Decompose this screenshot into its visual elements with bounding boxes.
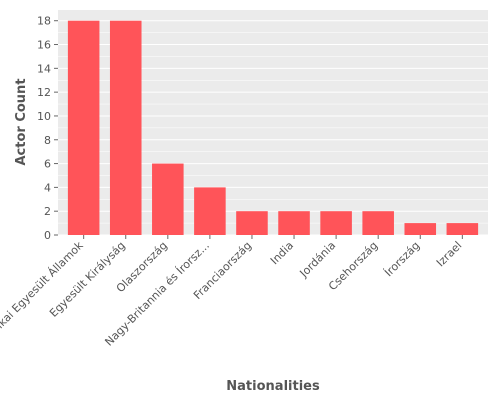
x-tick-label: Jordánia: [297, 239, 339, 281]
x-tick-label: Izrael: [434, 239, 464, 269]
y-tick-label: 12: [37, 86, 51, 99]
y-tick-label: 16: [37, 39, 51, 52]
bar: [362, 211, 394, 235]
bar: [278, 211, 310, 235]
x-tick-label: India: [268, 239, 296, 267]
y-tick-label: 6: [44, 158, 51, 171]
y-tick-label: 2: [44, 205, 51, 218]
bar: [67, 20, 100, 236]
x-tick-label: Írország: [382, 239, 422, 279]
y-axis-ticks: 0 2 4 6 8 10 12 14 16 18: [37, 15, 58, 242]
y-tick-label: 10: [37, 110, 51, 123]
y-tick-label: 4: [44, 181, 51, 194]
y-tick-label: 18: [37, 15, 51, 28]
bar: [152, 163, 184, 235]
bars: [67, 20, 479, 236]
bar: [446, 223, 479, 235]
y-axis-title: Actor Count: [14, 78, 29, 165]
bar: [320, 211, 352, 235]
x-axis-title: Nationalities: [226, 379, 320, 394]
y-tick-label: 0: [44, 229, 51, 242]
bar: [194, 187, 226, 235]
y-tick-label: 14: [37, 62, 51, 75]
bar: [404, 223, 437, 235]
y-tick-label: 8: [44, 134, 51, 147]
bar: [109, 20, 142, 236]
bar: [236, 211, 268, 235]
x-tick-label: Egyesült Királyság: [47, 239, 128, 320]
